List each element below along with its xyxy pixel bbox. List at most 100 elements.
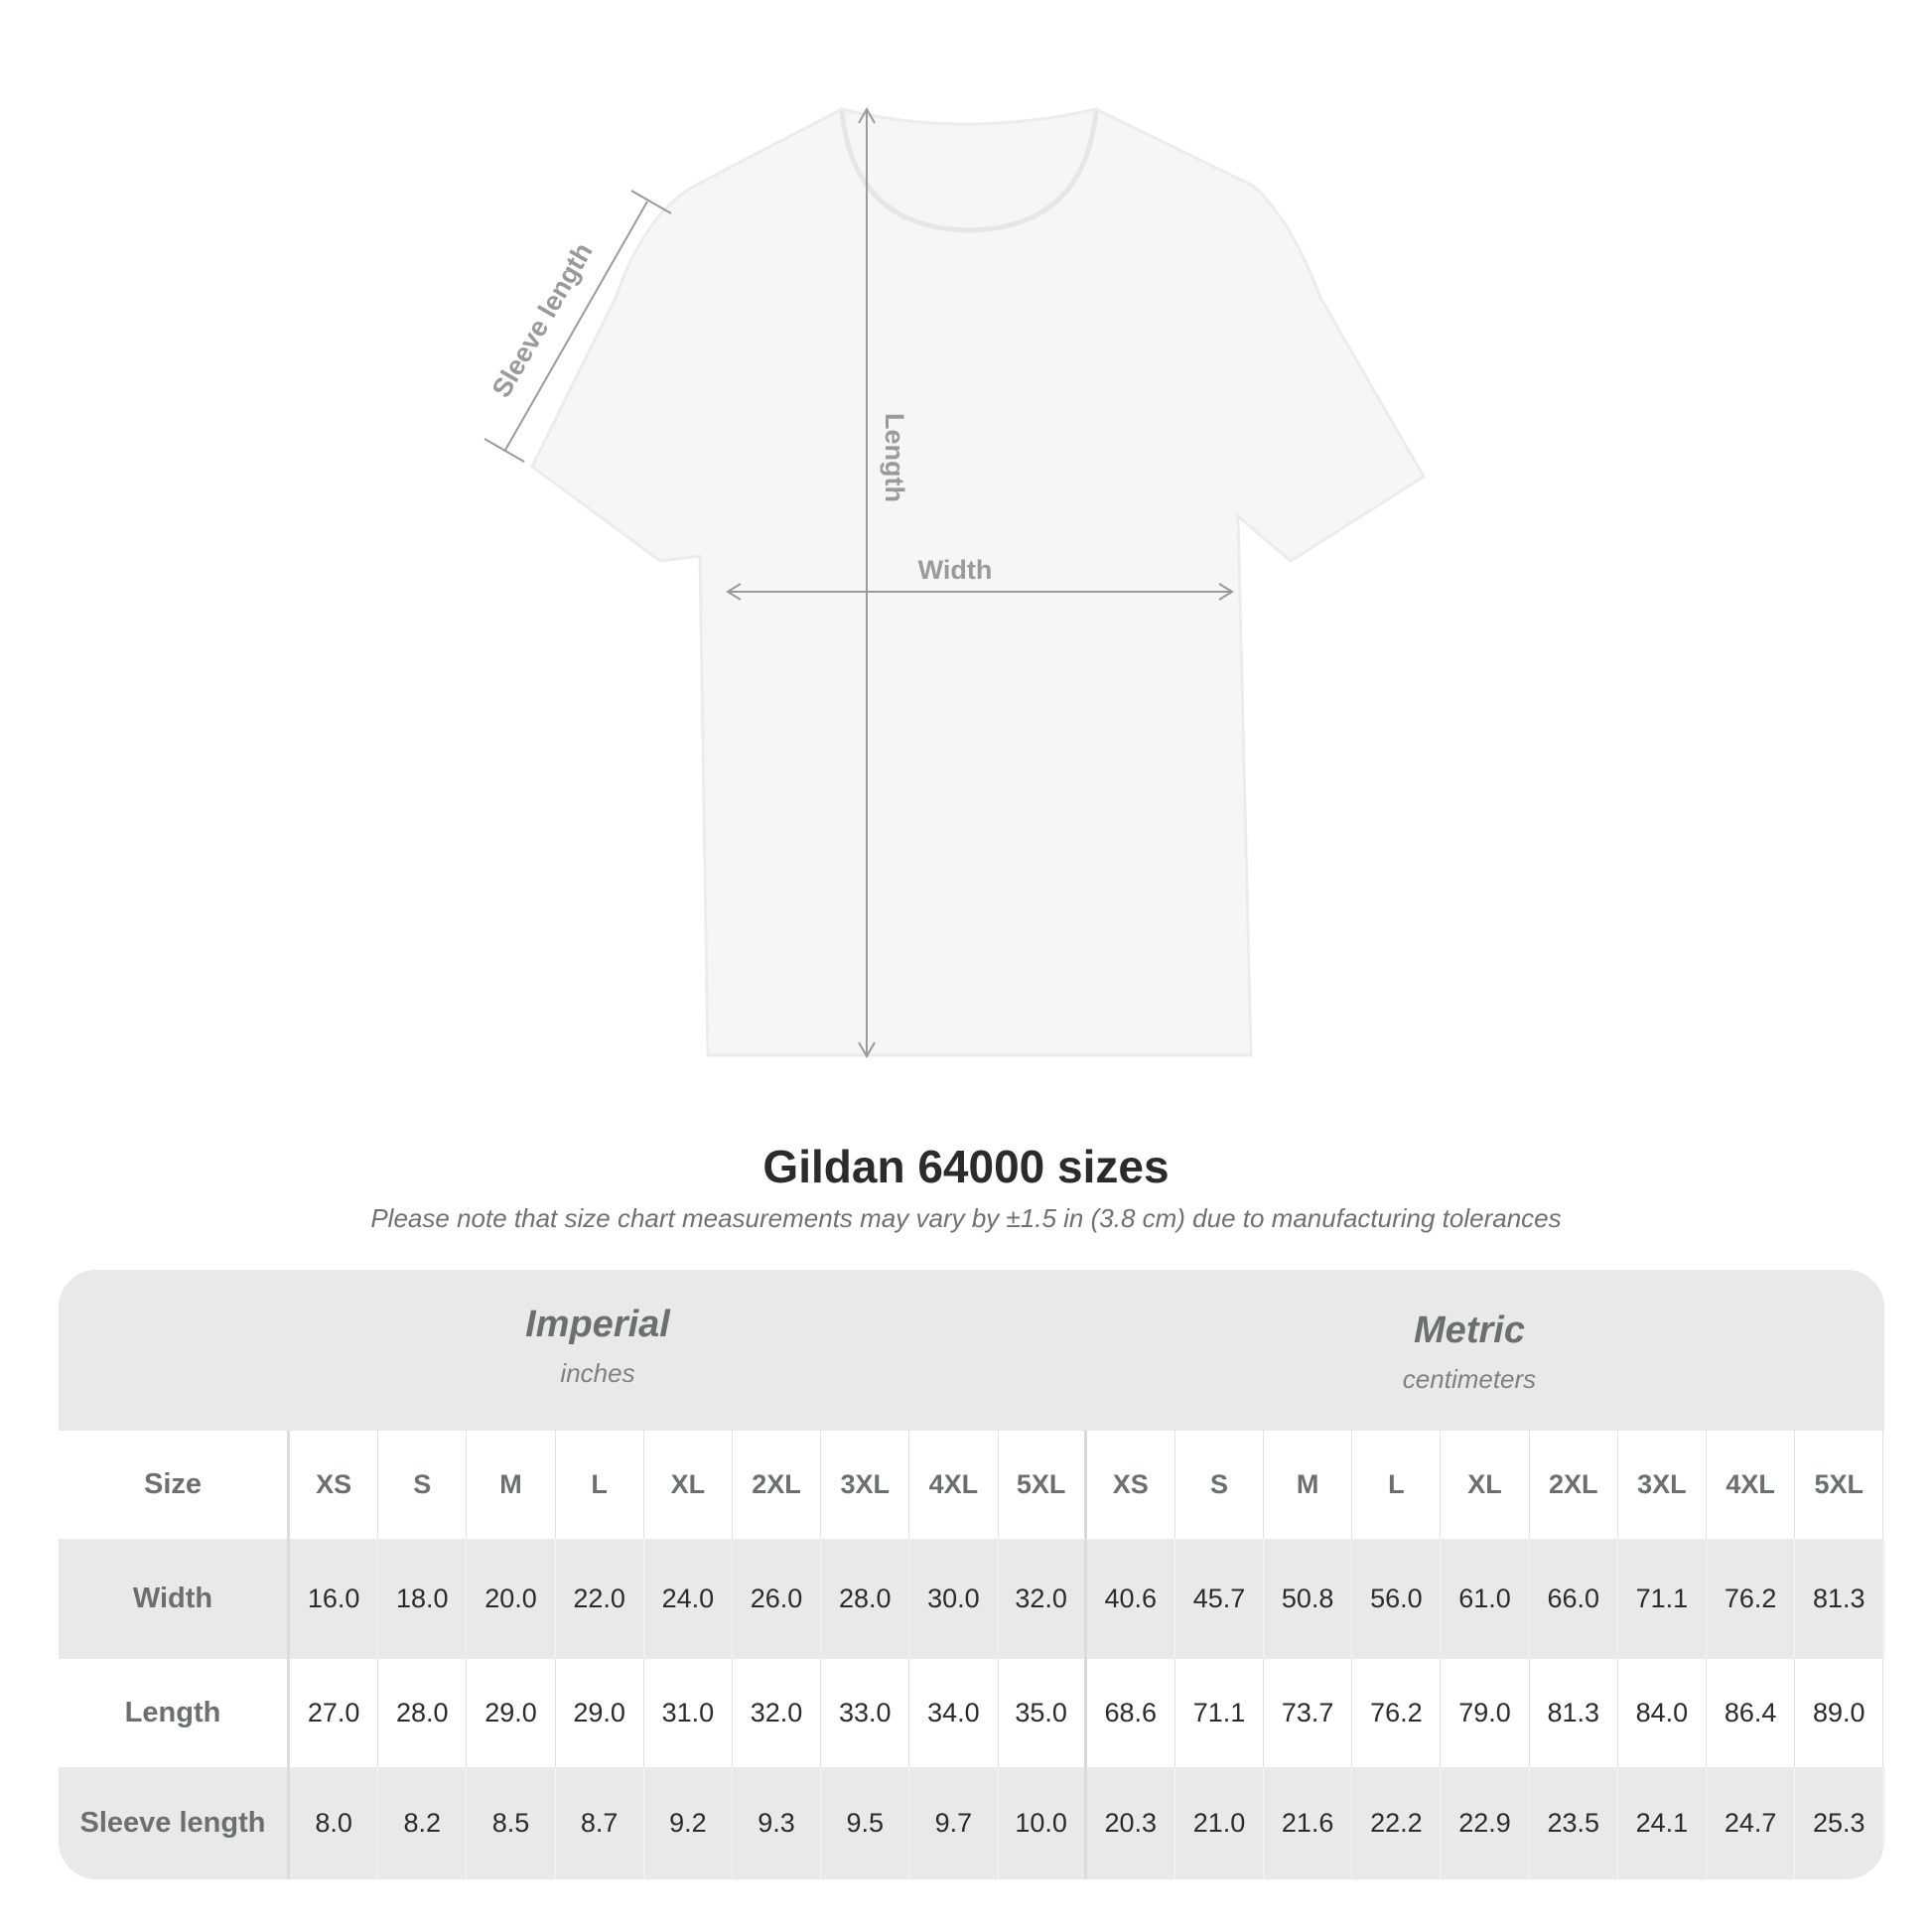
table-cell: 24.7 [1707, 1767, 1796, 1879]
table-cell: 32.0 [733, 1659, 822, 1767]
table-cell: 8.7 [556, 1767, 644, 1879]
row-label: Length [59, 1659, 290, 1767]
width-arrowhead-right [1218, 583, 1234, 601]
table-cell: 89.0 [1795, 1659, 1884, 1767]
row-label: Sleeve length [59, 1767, 290, 1879]
size-header-cell: L [556, 1431, 644, 1539]
row-label: Width [59, 1539, 290, 1659]
size-label: Size [59, 1431, 290, 1539]
table-cell: 9.2 [644, 1767, 733, 1879]
tshirt-diagram: Sleeve length Length Width [483, 106, 1427, 1059]
table-row: Sleeve length 8.0 8.2 8.5 8.7 9.2 9.3 9.5 9.7 10.… [59, 1767, 1884, 1879]
size-header-cell: XS [1087, 1431, 1175, 1539]
table-cell: 56.0 [1352, 1539, 1442, 1659]
table-cell: 18.0 [378, 1539, 468, 1659]
table-cell: 16.0 [290, 1539, 379, 1659]
size-header-cell: XL [644, 1431, 733, 1539]
size-header-cell: M [1264, 1431, 1353, 1539]
table-cell: 35.0 [999, 1659, 1087, 1767]
table-cell: 20.0 [467, 1539, 556, 1659]
table-cell: 30.0 [909, 1539, 999, 1659]
length-label: Length [880, 413, 909, 502]
tshirt-illustration [530, 107, 1427, 1057]
table-cell: 8.5 [467, 1767, 556, 1879]
table-cell: 20.3 [1087, 1767, 1175, 1879]
table-row: Length 27.0 28.0 29.0 29.0 31.0 32.0 33.0 34.0 35… [59, 1659, 1884, 1767]
size-header-cell: 5XL [999, 1431, 1087, 1539]
table-cell: 32.0 [999, 1539, 1087, 1659]
size-header-cell: M [467, 1431, 556, 1539]
unit-header: Imperial inches Metric centimeters [59, 1270, 1884, 1431]
size-header-cell: 5XL [1795, 1431, 1884, 1539]
table-cell: 22.2 [1352, 1767, 1442, 1879]
size-header-cell: L [1352, 1431, 1442, 1539]
table-cell: 9.3 [733, 1767, 822, 1879]
table-cell: 29.0 [467, 1659, 556, 1767]
size-header-cell: S [1175, 1431, 1265, 1539]
page-title: Gildan 64000 sizes [762, 1141, 1170, 1192]
table-cell: 34.0 [909, 1659, 999, 1767]
table-cell: 71.1 [1618, 1539, 1707, 1659]
table-cell: 33.0 [821, 1659, 910, 1767]
size-header-cell: S [378, 1431, 468, 1539]
width-label: Width [918, 555, 993, 585]
table-cell: 28.0 [821, 1539, 910, 1659]
table-cell: 22.9 [1441, 1767, 1530, 1879]
table-cell: 24.1 [1618, 1767, 1707, 1879]
table-cell: 21.0 [1175, 1767, 1265, 1879]
metric-unit: centimeters [1402, 1364, 1537, 1394]
size-header-cell: 3XL [1618, 1431, 1707, 1539]
table-cell: 21.6 [1264, 1767, 1353, 1879]
table-cell: 81.3 [1530, 1659, 1618, 1767]
table-cell: 22.0 [556, 1539, 644, 1659]
table-cell: 66.0 [1530, 1539, 1618, 1659]
table-cell: 29.0 [556, 1659, 644, 1767]
sleeve-cap-bottom [483, 438, 525, 463]
size-table: Imperial inches Metric centimeters Size … [59, 1270, 1884, 1879]
size-header-cell: 2XL [733, 1431, 822, 1539]
table-cell: 73.7 [1264, 1659, 1353, 1767]
sleeve-arrow [503, 201, 648, 453]
imperial-header: Imperial inches [300, 1304, 896, 1389]
table-cell: 8.2 [378, 1767, 468, 1879]
table-cell: 61.0 [1441, 1539, 1530, 1659]
table-cell: 76.2 [1352, 1659, 1442, 1767]
metric-title: Metric [1414, 1310, 1525, 1351]
table-cell: 76.2 [1707, 1539, 1796, 1659]
table-cell: 84.0 [1618, 1659, 1707, 1767]
tolerance-note: Please note that size chart measurements… [370, 1203, 1562, 1233]
table-cell: 45.7 [1175, 1539, 1265, 1659]
table-cell: 79.0 [1441, 1659, 1530, 1767]
size-header-cell: XS [290, 1431, 379, 1539]
table-cell: 23.5 [1530, 1767, 1618, 1879]
imperial-title: Imperial [525, 1304, 670, 1345]
table-cell: 50.8 [1264, 1539, 1353, 1659]
table-cell: 24.0 [644, 1539, 733, 1659]
tshirt-collar [839, 110, 1099, 233]
metric-header: Metric centimeters [1172, 1310, 1767, 1395]
table-cell: 31.0 [644, 1659, 733, 1767]
width-arrowhead-left [726, 583, 742, 601]
table-cell: 25.3 [1795, 1767, 1884, 1879]
table-cell: 27.0 [290, 1659, 379, 1767]
table-cell: 68.6 [1087, 1659, 1175, 1767]
table-cell: 81.3 [1795, 1539, 1884, 1659]
size-header-cell: 4XL [1707, 1431, 1796, 1539]
table-cell: 86.4 [1707, 1659, 1796, 1767]
length-arrowhead-bottom [858, 1041, 876, 1059]
table-cell: 8.0 [290, 1767, 379, 1879]
table-row: Width 16.0 18.0 20.0 22.0 24.0 26.0 28.0 30.0 32.… [59, 1539, 1884, 1659]
size-header-row: Size XS S M L XL 2XL 3XL 4XL 5XL XS S M L XL 2XL 3XL 4XL… [59, 1431, 1884, 1539]
size-header-cell: 4XL [909, 1431, 999, 1539]
table-cell: 10.0 [999, 1767, 1087, 1879]
size-header-cell: 3XL [821, 1431, 910, 1539]
length-arrowhead-top [858, 106, 876, 124]
imperial-unit: inches [560, 1358, 635, 1388]
size-header-cell: 2XL [1530, 1431, 1618, 1539]
table-cell: 28.0 [378, 1659, 468, 1767]
size-header-cell: XL [1441, 1431, 1530, 1539]
table-cell: 9.7 [909, 1767, 999, 1879]
table-cell: 26.0 [733, 1539, 822, 1659]
table-cell: 40.6 [1087, 1539, 1175, 1659]
sleeve-cap-top [630, 190, 672, 214]
